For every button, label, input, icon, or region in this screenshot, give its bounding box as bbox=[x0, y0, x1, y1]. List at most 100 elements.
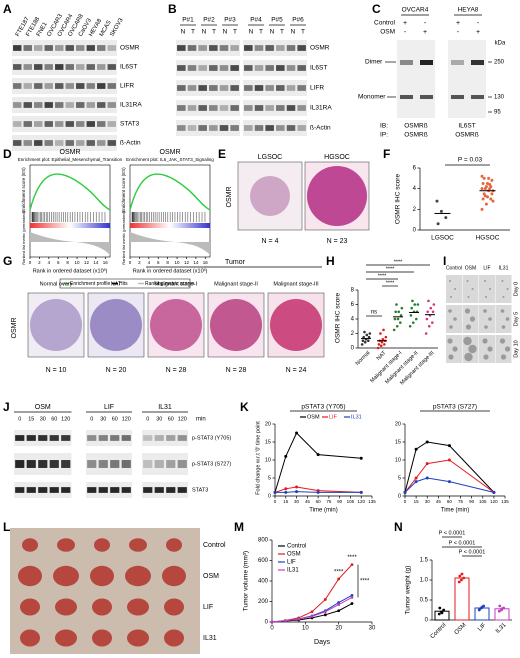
blot-band bbox=[230, 125, 239, 131]
x-tick-label: LIF bbox=[477, 622, 488, 633]
band-label: p-STAT3 (Y705) bbox=[192, 435, 231, 441]
y-tick-label: 2 bbox=[413, 207, 417, 213]
spheroid-image bbox=[495, 305, 512, 333]
time-label: 30 bbox=[40, 416, 46, 422]
dot bbox=[480, 174, 484, 178]
tumor bbox=[92, 629, 112, 647]
blot bbox=[176, 80, 240, 96]
y-tick-label: 6 bbox=[413, 166, 417, 172]
x-tick-label: 135 bbox=[501, 499, 509, 504]
legend-label: IL31 bbox=[351, 414, 362, 420]
x-tick-label: 45 bbox=[305, 499, 311, 504]
point bbox=[403, 490, 407, 494]
dot bbox=[478, 607, 482, 611]
blot-band bbox=[219, 45, 229, 51]
x-label: Time (min) bbox=[441, 508, 469, 514]
y-label: Tumor weight (g) bbox=[405, 566, 412, 615]
x-tick-label: 30 bbox=[294, 499, 300, 504]
y-label: Enrichment score (ES) bbox=[21, 167, 26, 213]
spheroid bbox=[453, 317, 457, 321]
blot-band bbox=[265, 105, 274, 111]
blot-band bbox=[286, 125, 296, 131]
spheroid bbox=[464, 352, 473, 362]
n-label: N = 20 bbox=[106, 367, 127, 374]
blot-band bbox=[87, 435, 97, 441]
y-tick-label: 4 bbox=[351, 317, 355, 323]
band-label: p-STAT3 (S727) bbox=[192, 461, 231, 467]
point bbox=[283, 619, 287, 623]
blot-band bbox=[13, 102, 22, 108]
blot bbox=[243, 100, 307, 116]
series-line bbox=[404, 459, 495, 493]
tissue bbox=[307, 166, 367, 226]
dot bbox=[491, 199, 495, 203]
group-label: NAT bbox=[111, 281, 122, 287]
blot-band bbox=[244, 45, 253, 51]
blot-band bbox=[451, 95, 464, 99]
lane-label: T bbox=[233, 29, 237, 36]
stain: OSMR bbox=[226, 187, 233, 208]
dot bbox=[490, 192, 494, 196]
tissue bbox=[270, 299, 322, 351]
blot-band bbox=[177, 125, 186, 131]
annotation: **** bbox=[334, 570, 344, 576]
dot bbox=[432, 303, 436, 306]
blot-band bbox=[97, 140, 106, 146]
blot-band bbox=[297, 45, 306, 51]
dot bbox=[484, 202, 488, 206]
x-tick-label: 4 bbox=[48, 260, 51, 265]
lane-label: N bbox=[223, 29, 228, 36]
blot-band bbox=[65, 64, 74, 70]
blot-band bbox=[49, 487, 59, 493]
blot-band bbox=[244, 125, 253, 131]
blot bbox=[176, 120, 240, 136]
y-tick-label: 10 bbox=[395, 457, 401, 463]
y-tick-label: 5 bbox=[268, 475, 271, 481]
x-tick-label: 16 bbox=[103, 260, 109, 265]
enrichment-curve bbox=[129, 173, 211, 211]
dot bbox=[410, 306, 413, 310]
dot bbox=[444, 216, 448, 220]
point bbox=[447, 480, 451, 484]
group-label: Malignant stage-II bbox=[214, 281, 258, 287]
y-tick-label: 800 bbox=[258, 538, 269, 544]
dot bbox=[360, 343, 364, 346]
band-label: ß-Actin bbox=[120, 140, 141, 147]
tumor bbox=[55, 629, 77, 647]
spheroid bbox=[484, 325, 488, 329]
x-label: Rank in ordered dataset (x10³) bbox=[33, 268, 108, 274]
point bbox=[414, 447, 418, 451]
dot bbox=[488, 183, 492, 187]
dot bbox=[481, 182, 485, 185]
group-label: Malignant stage-III bbox=[273, 281, 319, 287]
spheroid bbox=[482, 338, 488, 344]
band-label: OSMR bbox=[310, 45, 330, 52]
marker: 95 bbox=[494, 110, 501, 116]
spheroid bbox=[499, 338, 506, 344]
dot bbox=[427, 299, 430, 303]
spheroid bbox=[501, 325, 506, 329]
blot-band bbox=[13, 45, 22, 51]
blot-band bbox=[177, 65, 186, 71]
spheroid bbox=[467, 296, 470, 298]
tissue bbox=[210, 299, 262, 351]
bar bbox=[474, 607, 490, 621]
point bbox=[295, 431, 299, 435]
dot bbox=[435, 199, 439, 203]
blot-band bbox=[65, 121, 74, 127]
y-tick-label: 1.5 bbox=[420, 558, 429, 564]
blot-band bbox=[121, 487, 131, 493]
point bbox=[425, 462, 429, 466]
blot bbox=[397, 40, 435, 118]
x-tick-label: 10 bbox=[175, 260, 181, 265]
point bbox=[316, 453, 320, 457]
spheroid bbox=[500, 354, 507, 360]
group-label: IL31 bbox=[203, 635, 217, 642]
y-tick-label: 0 bbox=[268, 493, 271, 499]
blot bbox=[142, 453, 188, 475]
sign: + bbox=[476, 29, 480, 36]
point bbox=[323, 613, 327, 617]
patient-label: P#1 bbox=[182, 17, 194, 24]
blot-band bbox=[297, 105, 306, 111]
blot-band bbox=[244, 105, 253, 111]
